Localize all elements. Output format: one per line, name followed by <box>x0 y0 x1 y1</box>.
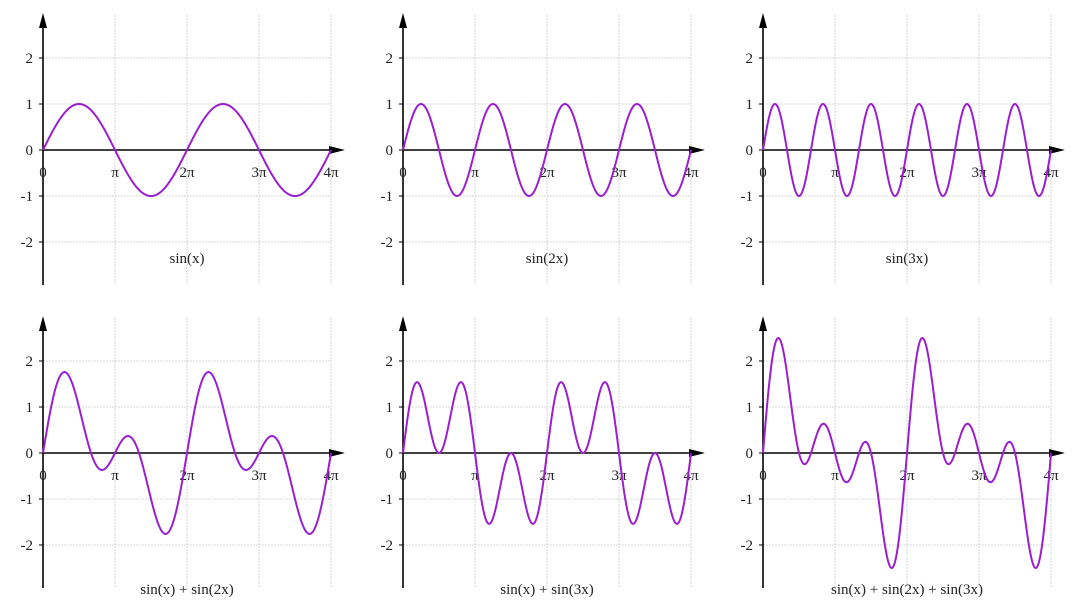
function-curve <box>402 103 692 197</box>
plot-title: sin(x) + sin(3x) <box>500 582 593 598</box>
plot-panel: 2 1 0 -1 -2 0 π 2π 3π 4π sin(x) <box>21 13 345 285</box>
y-tick-label: 0 <box>26 143 34 159</box>
function-curve <box>762 336 1052 570</box>
y-tick-label: -1 <box>21 189 34 205</box>
x-tick-label: 3π <box>611 468 627 484</box>
x-axis-arrow <box>1049 449 1065 457</box>
x-axis-arrow <box>329 146 345 154</box>
y-tick-label: 0 <box>386 446 394 462</box>
y-tick-label: 1 <box>386 400 394 416</box>
y-tick-label: 2 <box>26 51 34 67</box>
x-tick-label: 0 <box>39 468 47 484</box>
x-tick-label: 0 <box>759 165 767 181</box>
y-tick-label: 1 <box>26 97 34 113</box>
x-tick-label: π <box>111 468 119 484</box>
x-tick-label: 4π <box>683 468 699 484</box>
plot-panel: 2 1 0 -1 -2 0 π 2π 3π 4π sin(2x) <box>381 13 705 285</box>
x-tick-label: π <box>111 165 119 181</box>
y-axis-arrow <box>759 316 767 331</box>
x-tick-label: π <box>831 165 839 181</box>
x-tick-label: 0 <box>399 165 407 181</box>
x-tick-label: 0 <box>399 468 407 484</box>
function-curve <box>42 371 332 535</box>
y-tick-label: 2 <box>746 51 754 67</box>
x-axis-arrow <box>689 449 705 457</box>
plot-panel: 2 1 0 -1 -2 0 π 2π 3π 4π sin(x) + sin(2x) + sin(3x… <box>741 316 1065 598</box>
x-tick-label: 0 <box>759 468 767 484</box>
y-tick-label: -2 <box>741 538 754 554</box>
x-tick-label: 2π <box>539 468 555 484</box>
y-axis-arrow <box>759 13 767 28</box>
y-tick-label: -2 <box>21 235 34 251</box>
y-tick-label: 0 <box>26 446 34 462</box>
plot-title: sin(x) <box>170 251 205 267</box>
x-tick-label: 3π <box>611 165 627 181</box>
x-tick-label: 4π <box>683 165 699 181</box>
plot-title: sin(x) + sin(2x) <box>140 582 233 598</box>
x-tick-label: 3π <box>251 165 267 181</box>
x-tick-label: 2π <box>899 468 915 484</box>
x-tick-label: 3π <box>971 468 987 484</box>
x-tick-label: 2π <box>539 165 555 181</box>
y-tick-label: 1 <box>746 97 754 113</box>
y-tick-label: -1 <box>381 492 394 508</box>
function-curve <box>402 381 692 525</box>
x-tick-label: π <box>831 468 839 484</box>
x-tick-label: π <box>471 165 479 181</box>
y-tick-label: -2 <box>381 235 394 251</box>
y-tick-label: 0 <box>746 446 754 462</box>
x-axis-arrow <box>1049 146 1065 154</box>
y-tick-label: 0 <box>746 143 754 159</box>
y-tick-label: -2 <box>21 538 34 554</box>
y-axis-arrow <box>39 13 47 28</box>
y-tick-label: -1 <box>381 189 394 205</box>
plot-title: sin(x) + sin(2x) + sin(3x) <box>831 582 983 598</box>
x-tick-label: π <box>471 468 479 484</box>
x-tick-label: 0 <box>39 165 47 181</box>
y-tick-label: -1 <box>21 492 34 508</box>
plot-title: sin(2x) <box>526 251 569 267</box>
y-tick-label: 2 <box>26 354 34 370</box>
plot-panel: 2 1 0 -1 -2 0 π 2π 3π 4π sin(x) + sin(3x) <box>381 316 705 598</box>
plot-title: sin(3x) <box>886 251 929 267</box>
y-axis-arrow <box>39 316 47 331</box>
x-tick-label: 4π <box>1043 468 1059 484</box>
y-axis-arrow <box>399 316 407 331</box>
x-tick-label: 3π <box>251 468 267 484</box>
y-tick-label: -2 <box>381 538 394 554</box>
y-tick-label: 1 <box>746 400 754 416</box>
y-tick-label: 1 <box>386 97 394 113</box>
x-tick-label: 4π <box>323 165 339 181</box>
y-tick-label: 1 <box>26 400 34 416</box>
y-tick-label: -1 <box>741 189 754 205</box>
y-tick-label: 2 <box>746 354 754 370</box>
x-axis-arrow <box>689 146 705 154</box>
y-axis-arrow <box>399 13 407 28</box>
y-tick-label: -1 <box>741 492 754 508</box>
y-tick-label: 2 <box>386 51 394 67</box>
x-tick-label: 2π <box>179 165 195 181</box>
function-curve <box>42 102 332 198</box>
x-axis-arrow <box>329 449 345 457</box>
y-tick-label: 2 <box>386 354 394 370</box>
y-tick-label: 0 <box>386 143 394 159</box>
y-tick-label: -2 <box>741 235 754 251</box>
function-curve <box>762 102 1052 198</box>
